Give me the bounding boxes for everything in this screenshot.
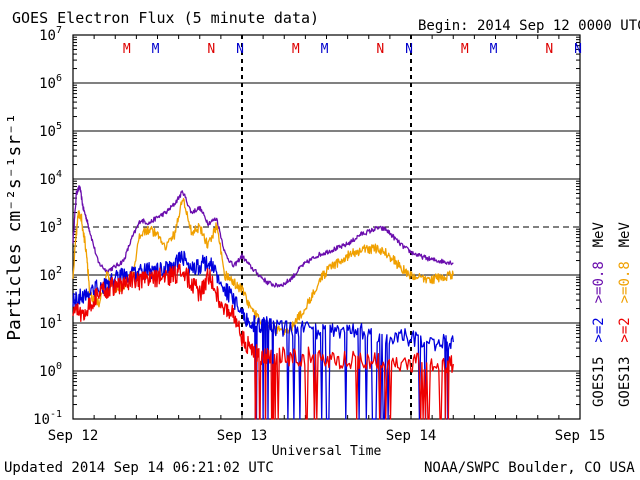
event-marker: M — [123, 42, 131, 57]
series-line — [72, 185, 454, 288]
event-marker: N — [574, 42, 582, 57]
legend-label-goes15: MeV — [591, 222, 607, 248]
event-marker: N — [376, 42, 384, 57]
x-tick-label: Sep 12 — [48, 428, 99, 444]
series-line — [72, 197, 454, 336]
event-marker: N — [207, 42, 215, 57]
legend-label-goes13: >=0.8 — [617, 261, 633, 303]
y-tick-label: 10-1 — [33, 409, 62, 428]
begin-time: Begin: 2014 Sep 12 0000 UTC — [418, 18, 640, 34]
event-marker: N — [545, 42, 553, 57]
legend-label-goes15: >=0.8 — [591, 261, 607, 303]
legend-label-goes13: GOES13 — [617, 356, 633, 407]
y-tick-label: 101 — [39, 313, 62, 332]
legend-label-goes13: >=2 — [617, 317, 633, 342]
x-tick-label: Sep 13 — [217, 428, 268, 444]
credit-text: NOAA/SWPC Boulder, CO USA — [424, 460, 635, 476]
x-tick-label: Sep 14 — [386, 428, 437, 444]
y-tick-label: 107 — [39, 25, 62, 44]
series-line — [72, 250, 454, 420]
y-tick-label: 104 — [39, 169, 62, 188]
event-marker: N — [236, 42, 244, 57]
legend-label-goes13: MeV — [617, 222, 633, 248]
chart-title: GOES Electron Flux (5 minute data) — [12, 9, 320, 27]
y-tick-label: 103 — [39, 217, 62, 236]
updated-timestamp: Updated 2014 Sep 14 06:21:02 UTC — [4, 460, 274, 476]
event-marker: M — [292, 42, 300, 57]
legend-label-goes15: GOES15 — [591, 356, 607, 407]
event-marker: N — [405, 42, 413, 57]
y-tick-label: 105 — [39, 121, 62, 140]
legend-label-goes15: >=2 — [591, 317, 607, 342]
event-marker: M — [461, 42, 469, 57]
event-marker: M — [152, 42, 160, 57]
y-tick-label: 100 — [39, 361, 62, 380]
event-marker: M — [490, 42, 498, 57]
y-tick-label: 106 — [39, 73, 62, 92]
event-marker: M — [321, 42, 329, 57]
y-axis-label: Particles cm⁻²s⁻¹sr⁻¹ — [4, 113, 25, 341]
x-axis-label: Universal Time — [272, 444, 382, 459]
y-tick-label: 102 — [39, 265, 62, 284]
series-line — [72, 263, 454, 420]
x-tick-label: Sep 15 — [555, 428, 606, 444]
